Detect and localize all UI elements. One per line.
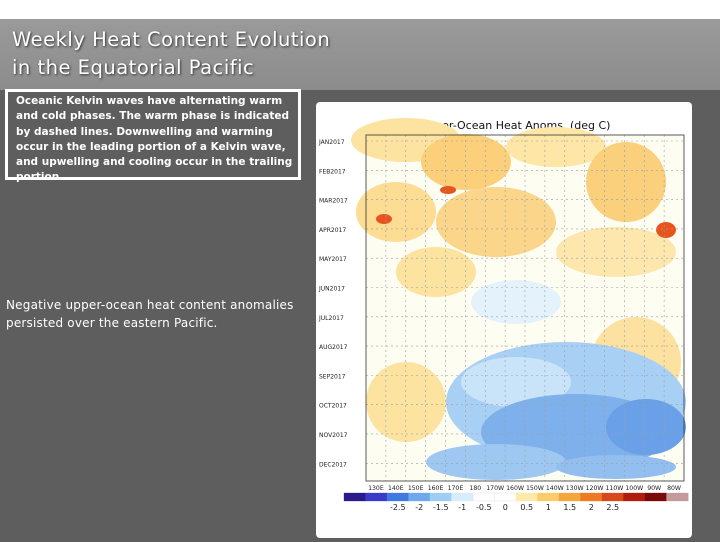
colorbar-swatch (644, 492, 667, 502)
colorbar-swatch (537, 492, 560, 502)
anomaly-region (556, 455, 676, 479)
longitude-tick-label: 90W (647, 485, 661, 492)
colorbar-swatch (343, 492, 366, 502)
anomaly-region (436, 187, 556, 257)
longitude-tick-label: 160E (428, 485, 444, 492)
colorbar-swatch (580, 492, 603, 502)
longitude-tick-label: 180 (469, 485, 481, 492)
anomaly-region (471, 280, 561, 324)
kelvin-wave-note-box: Oceanic Kelvin waves have alternating wa… (5, 89, 301, 183)
warm-anomaly-core (376, 214, 392, 224)
anomaly-region (396, 247, 476, 297)
longitude-tick-label: 120W (586, 485, 604, 492)
longitude-tick-label: 170E (448, 485, 464, 492)
colorbar-tick-label: 2 (589, 503, 594, 512)
time-tick-label: APR2017 (319, 227, 346, 234)
longitude-tick-label: 140W (546, 485, 564, 492)
longitude-tick-label: 80W (667, 485, 681, 492)
colorbar-tick-label: 2.5 (606, 503, 619, 512)
top-band (0, 0, 720, 19)
colorbar-swatch (408, 492, 431, 502)
time-tick-label: AUG2017 (319, 344, 348, 351)
longitude-tick-label: 140E (388, 485, 404, 492)
slide-title: Weekly Heat Content Evolution in the Equ… (12, 26, 412, 82)
colorbar-swatch (386, 492, 409, 502)
time-tick-label: JUN2017 (318, 285, 345, 292)
colorbar-tick-label: 0.5 (520, 503, 533, 512)
colorbar-swatch (365, 492, 388, 502)
colorbar: -2.5 -2 -1.5 -1 -0.5 0 0.5 1 1.5 2 2.5 (343, 492, 689, 512)
anomaly-region (506, 127, 606, 167)
longitude-tick-label: 160W (506, 485, 524, 492)
colorbar-tick-label: -2.5 (390, 503, 406, 512)
title-line-1: Weekly Heat Content Evolution (12, 28, 331, 51)
anomaly-region (606, 399, 686, 455)
map-frame (365, 134, 685, 482)
colorbar-swatch (472, 492, 495, 502)
time-axis-labels: JAN2017 FEB2017 MAR2017 APR2017 MAY2017 JUN20… (318, 139, 348, 468)
time-tick-label: JAN2017 (318, 139, 345, 146)
longitude-tick-label: 170W (486, 485, 504, 492)
colorbar-tick-label: 1.5 (563, 503, 576, 512)
longitude-tick-label: 150E (408, 485, 424, 492)
time-tick-label: NOV2017 (319, 432, 348, 439)
hovmoller-plot-panel: EQ. Upper-Ocean Heat Anoms. (deg C) JAN2… (316, 102, 692, 538)
anomaly-region (421, 134, 511, 190)
time-tick-label: MAY2017 (319, 256, 347, 263)
longitude-tick-label: 110W (605, 485, 623, 492)
colorbar-swatch (515, 492, 538, 502)
longitude-tick-label: 100W (625, 485, 643, 492)
time-tick-label: SEP2017 (319, 373, 346, 380)
time-tick-label: JUL2017 (318, 315, 344, 322)
anomaly-field (351, 118, 686, 482)
warm-anomaly-core (440, 186, 456, 194)
longitude-tick-label: 150W (526, 485, 544, 492)
time-tick-label: DEC2017 (319, 461, 347, 468)
colorbar-swatch (601, 492, 624, 502)
anomaly-region (426, 444, 566, 480)
anomaly-summary: Negative upper-ocean heat content anomal… (6, 298, 294, 330)
colorbar-swatch (666, 492, 689, 502)
anomaly-region (461, 357, 571, 407)
warm-anomaly-core (656, 222, 676, 238)
time-tick-label: OCT2017 (319, 403, 347, 410)
colorbar-tick-label: 0 (503, 503, 508, 512)
colorbar-tick-label: 1 (546, 503, 551, 512)
title-band (0, 19, 720, 90)
anomaly-region (356, 182, 436, 242)
longitude-tick-label: 130W (566, 485, 584, 492)
colorbar-swatch (558, 492, 581, 502)
longitude-tick-label: 130E (368, 485, 384, 492)
colorbar-swatch (429, 492, 452, 502)
colorbar-swatch (451, 492, 474, 502)
hovmoller-plot: EQ. Upper-Ocean Heat Anoms. (deg C) JAN2… (318, 118, 689, 512)
kelvin-wave-note: Oceanic Kelvin waves have alternating wa… (16, 95, 293, 184)
title-line-2: in the Equatorial Pacific (12, 56, 255, 79)
time-tick-label: MAR2017 (319, 198, 348, 205)
longitude-axis-labels: 130E 140E 150E 160E 170E 180 170W 160W 150W 140W 1… (368, 485, 681, 492)
colorbar-tick-label: -2 (415, 503, 423, 512)
colorbar-tick-label: -0.5 (476, 503, 492, 512)
anomaly-region (556, 227, 676, 277)
colorbar-tick-label: -1.5 (433, 503, 449, 512)
anomaly-region (586, 142, 666, 222)
colorbar-swatch (494, 492, 517, 502)
colorbar-swatch (623, 492, 646, 502)
time-tick-label: FEB2017 (319, 168, 346, 175)
colorbar-tick-label: -1 (458, 503, 466, 512)
